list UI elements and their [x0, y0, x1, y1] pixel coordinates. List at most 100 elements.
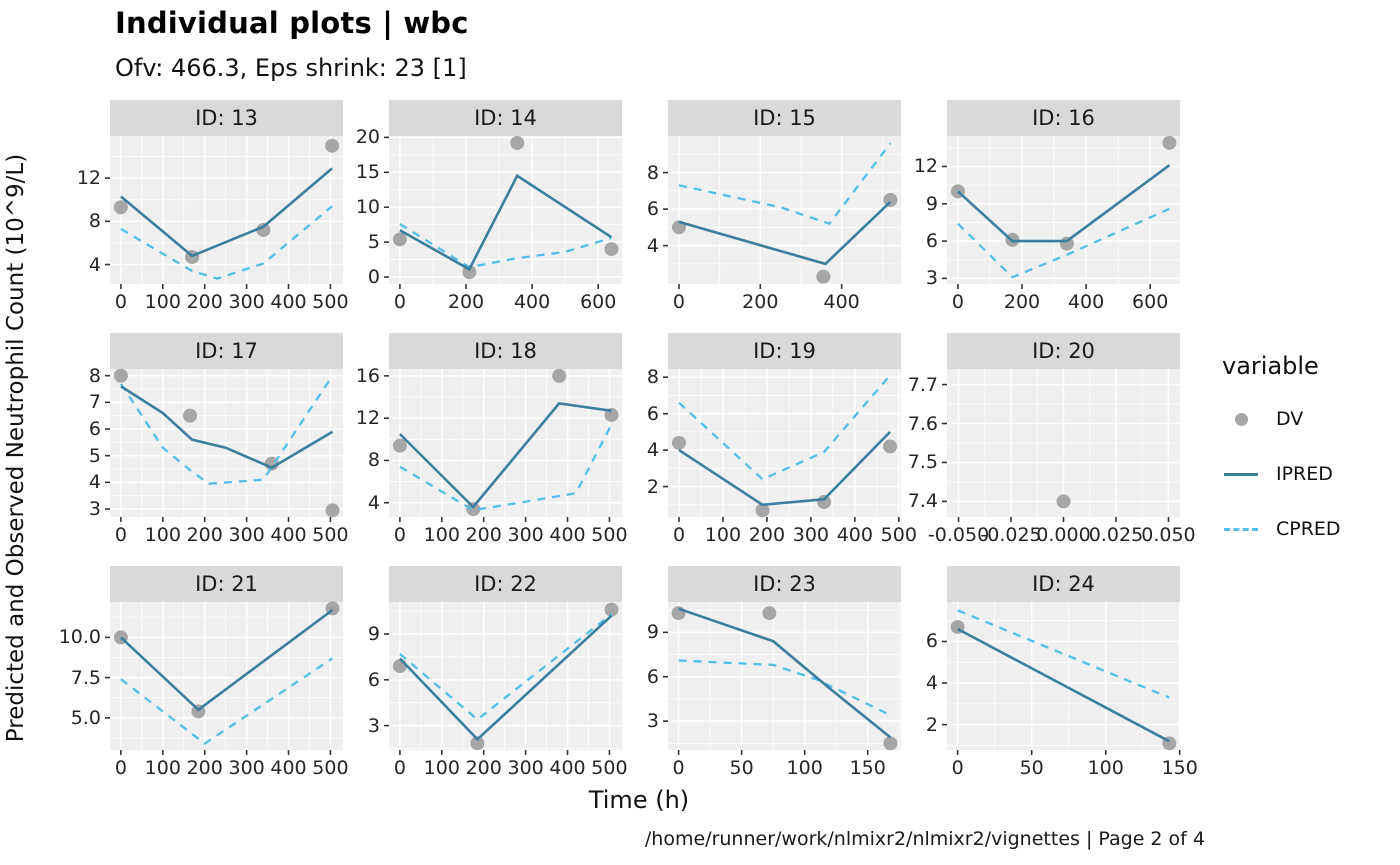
y-tick-label: 2	[646, 475, 659, 498]
y-tick-label: 20	[355, 126, 380, 149]
x-tick-label: 600	[580, 291, 617, 313]
dv-point	[470, 736, 485, 751]
panel-background	[668, 136, 901, 284]
page-title: Individual plots | wbc	[115, 6, 469, 40]
y-tick-label: 0	[367, 266, 380, 289]
ipred-line	[120, 385, 334, 470]
y-tick-label: 8	[646, 366, 659, 389]
facet-x-axis: 0 100 200 300 400 500	[110, 750, 349, 779]
x-tick-label: 0	[672, 524, 686, 546]
cpred-line	[678, 659, 891, 717]
x-tick-label: 0	[672, 757, 685, 779]
facet-main: ID: 18 0 100 200 300 400 500	[384, 333, 628, 546]
facet-plot-svg	[942, 369, 1180, 522]
x-tick-label: 100	[144, 524, 181, 546]
dv-point	[604, 242, 619, 257]
y-tick-label: 6	[88, 418, 101, 440]
facet-strip-label: ID: 21	[195, 572, 258, 596]
facet-panel: 4 8 12 ID: 13 0 100 200 300 400 500	[64, 100, 349, 313]
x-tick-label: 100	[1087, 757, 1124, 779]
facet-panel: 0 5 10 15 20 ID: 14 0 200 400 600	[343, 100, 622, 313]
dv-point	[552, 368, 567, 383]
dv-point	[604, 602, 619, 617]
facet-panel: 5.0 7.5 10.0 ID: 21 0 100 200 300 400 500	[59, 566, 349, 779]
dv-point	[883, 439, 898, 454]
x-tick-label: 600	[1132, 291, 1169, 313]
y-tick-label: 4	[367, 491, 380, 514]
x-tick-label: 400	[1067, 291, 1105, 313]
facet-plot-area	[663, 602, 901, 755]
y-tick-label: 8	[88, 364, 101, 387]
facet-strip: ID: 21	[110, 566, 343, 602]
legend-label-ipred: IPRED	[1276, 463, 1333, 485]
y-tick-label: 9	[367, 623, 380, 646]
dv-point	[817, 495, 832, 510]
x-tick-label: 400	[836, 524, 873, 546]
facet-main: ID: 22 0 100 200 300 400 500	[384, 566, 628, 779]
dv-point	[755, 503, 770, 518]
y-tick-label: 4	[925, 672, 938, 695]
y-tick-label: 12	[76, 167, 101, 190]
x-tick-label: 400	[270, 291, 307, 313]
facet-strip-label: ID: 14	[474, 106, 537, 130]
y-tick-label: 10.0	[58, 626, 101, 649]
panel-background	[389, 136, 622, 284]
dv-point	[256, 222, 271, 237]
y-tick-label: 4	[646, 234, 659, 257]
x-tick-label: 100	[704, 524, 742, 546]
facet-y-axis: 2 4 6 8	[622, 333, 668, 545]
y-tick-label: 7.5	[907, 451, 938, 474]
facet-panel: 3 4 5 6 7 8 ID: 17 0 100 200 300 400 500	[64, 333, 349, 546]
facet-strip-label: ID: 15	[753, 106, 816, 130]
x-tick-label: 0	[114, 757, 127, 779]
x-tick-label: 300	[507, 524, 544, 546]
ipred-line-icon	[1222, 472, 1260, 476]
facet-panel: 3 6 9 ID: 23 0 50 100 150	[622, 566, 901, 779]
x-tick-label: 100	[423, 757, 460, 779]
y-tick-label: 6	[646, 665, 659, 688]
facet-x-axis: 0 200 400 600	[389, 284, 622, 313]
panel-background	[110, 369, 343, 517]
panel-background	[389, 369, 622, 517]
cpred-line	[399, 423, 613, 512]
legend: variable DV IPRED CPRED	[1222, 352, 1341, 573]
facet-main: ID: 17 0 100 200 300 400 500	[105, 333, 349, 546]
facet-y-axis: 3 4 5 6 7 8	[64, 333, 110, 545]
facet-main: ID: 24 0 50 100 150	[942, 566, 1198, 779]
y-tick-label: 15	[355, 161, 380, 184]
facet-plot-area	[942, 369, 1180, 522]
ipred-line	[398, 402, 612, 509]
x-axis-title: Time (h)	[588, 786, 690, 814]
cpred-line	[678, 142, 892, 226]
facet-y-axis: 5.0 7.5 10.0	[59, 566, 110, 778]
y-tick-label: 7.4	[907, 490, 938, 513]
y-tick-label: 7.6	[907, 412, 938, 435]
y-tick-label: 6	[925, 630, 938, 653]
dv-point	[113, 368, 128, 383]
x-tick-label: 200	[465, 524, 502, 546]
facet-strip-label: ID: 16	[1032, 106, 1095, 130]
facet-plot-area	[942, 135, 1180, 289]
y-tick-label: 4	[88, 471, 101, 494]
y-tick-label: 9	[646, 621, 659, 644]
facet-panel: 3 6 9 12 ID: 16 0 200 400 600	[901, 100, 1180, 313]
facet-plot-area	[105, 601, 343, 755]
cpred-line	[119, 375, 334, 485]
facet-strip-label: ID: 19	[753, 339, 816, 363]
facet-x-axis: 0 100 200 300 400 500	[110, 284, 349, 313]
x-tick-label: 100	[786, 757, 823, 779]
x-tick-label: 0	[951, 291, 964, 313]
facet-main: ID: 19 0 100 200 300 400 500	[663, 333, 917, 546]
facet-plot-svg	[105, 368, 343, 522]
facet-y-axis: 4 8 12 16	[343, 333, 389, 545]
facet-plot-svg	[942, 602, 1181, 755]
x-tick-label: 500	[591, 524, 628, 546]
x-tick-label: 0	[393, 291, 406, 313]
x-tick-label: 500	[312, 291, 349, 313]
y-tick-label: 5.0	[70, 706, 101, 729]
y-axis-title: Predicted and Observed Neutrophil Count …	[3, 153, 29, 743]
x-tick-label: 0	[951, 757, 964, 779]
facet-grid: 4 8 12 ID: 13 0 100 200 300 400 500 0 5 10 15 20 ID…	[59, 100, 1198, 779]
dv-point	[671, 606, 686, 621]
facet-x-axis: 0 200 400	[668, 284, 901, 313]
